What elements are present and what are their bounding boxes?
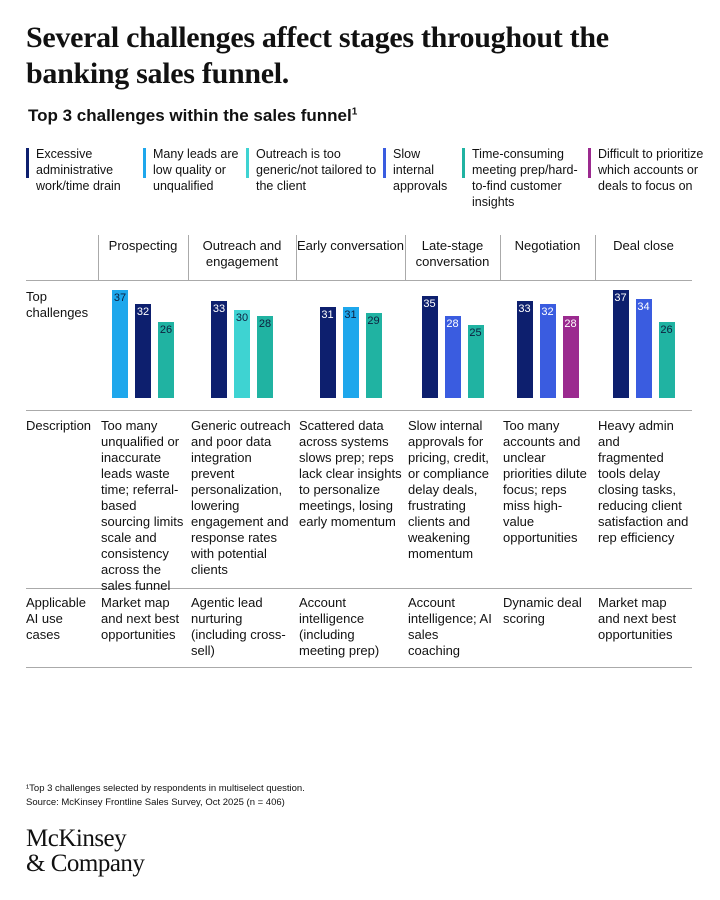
value-label: 28 (564, 318, 577, 331)
column-header: Deal close (613, 238, 674, 253)
row-label: Description (26, 418, 92, 433)
value-label: 35 (423, 297, 436, 310)
bar: 30 (234, 310, 250, 398)
column-divider (188, 235, 189, 280)
value-label: 28 (258, 318, 272, 331)
column-header: Outreach and engagement (202, 238, 282, 269)
value-label: 28 (446, 318, 459, 331)
legend-swatch (246, 148, 249, 178)
description: Generic outreach and poor data integrati… (191, 418, 291, 577)
bar: 31 (319, 307, 336, 398)
value-label: 30 (235, 312, 249, 325)
value-label: 31 (321, 309, 334, 322)
bar: 26 (158, 321, 174, 398)
logo: & Company (26, 850, 145, 877)
source: Source: McKinsey Frontline Sales Survey,… (26, 797, 285, 808)
legend-label: Outreach is too generic/not tailored to … (256, 147, 377, 193)
bar: 28 (257, 316, 273, 398)
column-header: Early conversation (297, 238, 404, 253)
column-header: Late-stage conversation (415, 238, 490, 269)
value-label: 32 (136, 306, 150, 319)
value-label: 26 (159, 323, 173, 336)
bar: 31 (342, 307, 359, 398)
ai-use-case: Account intelligence (including meeting … (299, 595, 380, 658)
description: Scattered data across systems slows prep… (299, 418, 402, 529)
value-label: 25 (469, 326, 482, 339)
row-divider (26, 280, 692, 281)
logo: McKinsey (26, 825, 127, 852)
ai-use-case: Market map and next best opportunities (101, 595, 180, 642)
bar: 35 (421, 295, 438, 398)
column-divider (405, 235, 406, 280)
ai-use-case: Account intelligence; AI sales coaching (408, 595, 492, 658)
legend-label: Time-consuming meeting prep/hard-to-find… (472, 147, 578, 209)
bar: 32 (539, 304, 556, 398)
value-label: 29 (367, 315, 380, 328)
value-label: 26 (660, 323, 673, 336)
bar: 37 (112, 289, 128, 398)
legend-label: Slow internal approvals (393, 147, 448, 193)
legend-swatch (588, 148, 591, 178)
row-divider (26, 410, 692, 411)
bar: 26 (658, 321, 675, 398)
ai-use-case: Dynamic deal scoring (503, 595, 582, 626)
bar: 37 (612, 289, 629, 398)
bar: 28 (562, 316, 579, 398)
column-divider (296, 235, 297, 280)
bar: 25 (467, 324, 484, 398)
value-label: 33 (212, 303, 226, 316)
description: Heavy admin and fragmented tools delay c… (598, 418, 689, 545)
legend-swatch (143, 148, 146, 178)
legend-swatch (26, 148, 29, 178)
legend-label: Excessive administrative work/time drain (36, 147, 121, 193)
column-header: Prospecting (108, 238, 178, 253)
legend-swatch (383, 148, 386, 178)
subtitle: Top 3 challenges within the sales funnel… (28, 106, 358, 125)
ai-use-case: Market map and next best opportunities (598, 595, 677, 642)
value-label: 31 (344, 309, 357, 322)
row-label: Applicable AI use cases (26, 595, 86, 642)
bar: 29 (365, 313, 382, 398)
value-label: 34 (637, 300, 650, 313)
legend-label: Many leads are low quality or unqualifie… (153, 147, 239, 193)
footnote-marker: 1 (351, 106, 358, 118)
row-divider (26, 667, 692, 668)
bar: 32 (135, 304, 151, 398)
legend-label: Difficult to prioritize which accounts o… (598, 147, 704, 193)
column-divider (500, 235, 501, 280)
bar: 33 (516, 301, 533, 398)
description: Too many accounts and unclear priorities… (503, 418, 587, 545)
value-label: 37 (614, 291, 627, 304)
legend-swatch (462, 148, 465, 178)
ai-use-case: Agentic lead nurturing (including cross-… (191, 595, 286, 658)
bar: 28 (444, 316, 461, 398)
footnote: ¹Top 3 challenges selected by respondent… (26, 783, 305, 794)
bar: 33 (211, 301, 227, 398)
column-divider (98, 235, 99, 280)
value-label: 33 (518, 303, 531, 316)
column-divider (595, 235, 596, 280)
row-divider (26, 588, 692, 589)
description: Too many unqualified or inaccurate leads… (101, 418, 184, 593)
description: Slow internal approvals for pricing, cre… (408, 418, 489, 561)
column-header: Negotiation (514, 238, 581, 253)
title: Several challenges affect stages through… (26, 21, 609, 90)
value-label: 32 (541, 306, 554, 319)
bar: 34 (635, 298, 652, 398)
row-label: Top challenges (26, 289, 89, 320)
value-label: 37 (113, 291, 127, 304)
